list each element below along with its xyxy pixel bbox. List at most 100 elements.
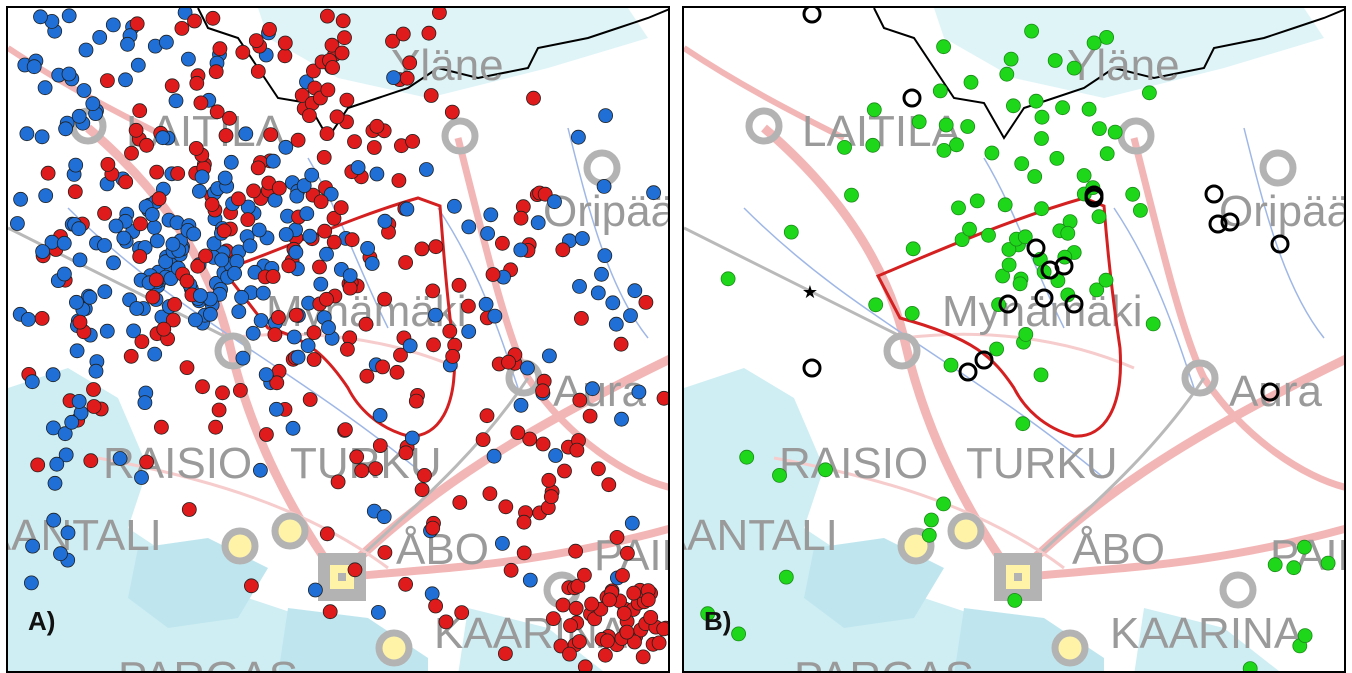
observation-point bbox=[202, 306, 218, 322]
observation-point bbox=[837, 139, 852, 155]
observation-point bbox=[386, 70, 402, 85]
observation-point bbox=[414, 482, 430, 498]
observation-point bbox=[1125, 186, 1141, 202]
observation-point bbox=[999, 66, 1015, 82]
observation-point bbox=[319, 8, 335, 24]
observation-point bbox=[313, 194, 329, 210]
observation-point bbox=[627, 283, 643, 299]
observation-point bbox=[118, 174, 134, 190]
observation-point bbox=[370, 605, 386, 620]
observation-point bbox=[349, 449, 365, 465]
observation-point bbox=[1132, 202, 1148, 218]
observation-point bbox=[364, 256, 380, 271]
observation-point bbox=[58, 121, 73, 137]
observation-point bbox=[444, 104, 460, 120]
place-labels: Yläne LAITILA Oripää Mynämäki Aura RAISI… bbox=[684, 41, 1344, 671]
observation-point bbox=[13, 191, 29, 207]
observation-point bbox=[391, 173, 407, 188]
observation-point bbox=[191, 183, 207, 199]
observation-point bbox=[342, 268, 358, 284]
observation-point bbox=[1018, 326, 1034, 342]
observation-point bbox=[1099, 146, 1115, 162]
observation-point bbox=[106, 255, 121, 271]
observation-point bbox=[938, 117, 954, 133]
observation-point bbox=[108, 218, 124, 234]
observation-point bbox=[480, 226, 496, 241]
sea-area bbox=[8, 8, 648, 671]
observation-point bbox=[179, 273, 195, 289]
observation-point bbox=[1055, 100, 1071, 116]
observation-point bbox=[594, 266, 609, 282]
observation-point bbox=[360, 240, 376, 256]
observation-point bbox=[596, 178, 612, 194]
observation-point bbox=[112, 451, 128, 466]
observation-point bbox=[214, 252, 230, 268]
observation-point bbox=[905, 241, 921, 257]
observation-point bbox=[526, 90, 541, 106]
observation-point bbox=[329, 109, 345, 125]
observation-point bbox=[377, 213, 393, 229]
observation-point bbox=[359, 368, 375, 384]
map-a-canvas: Yläne LAITILA Oripää Mynämäki Aura RAISI… bbox=[8, 8, 668, 671]
observation-point bbox=[258, 367, 274, 383]
observation-point bbox=[1297, 539, 1312, 555]
observation-point bbox=[187, 13, 202, 29]
observation-point bbox=[250, 64, 266, 79]
observation-point bbox=[385, 33, 400, 49]
observation-point bbox=[206, 236, 222, 252]
observation-point bbox=[23, 575, 39, 591]
observation-point bbox=[720, 271, 736, 287]
observation-point bbox=[61, 8, 77, 24]
observation-point bbox=[227, 265, 243, 281]
observation-point bbox=[337, 422, 353, 438]
observation-point bbox=[58, 447, 74, 463]
open-circle-point bbox=[1220, 212, 1240, 232]
observation-point bbox=[277, 48, 293, 64]
observation-point bbox=[277, 35, 293, 51]
observation-point bbox=[601, 477, 617, 493]
observation-point bbox=[1049, 150, 1065, 166]
observation-point bbox=[569, 442, 585, 458]
observation-point bbox=[68, 157, 84, 173]
open-circle-point bbox=[1026, 238, 1046, 258]
observation-point bbox=[265, 269, 281, 284]
observation-point bbox=[1024, 23, 1040, 39]
observation-point bbox=[339, 341, 355, 357]
open-circle-point bbox=[1204, 184, 1224, 204]
observation-point bbox=[981, 227, 996, 243]
observation-point bbox=[563, 618, 578, 633]
observation-point bbox=[921, 527, 937, 543]
observation-point bbox=[208, 419, 224, 435]
observation-point bbox=[116, 230, 132, 246]
observation-point bbox=[640, 592, 656, 608]
observation-point bbox=[619, 624, 635, 640]
observation-point bbox=[997, 197, 1013, 213]
observation-point bbox=[572, 392, 588, 408]
observation-point bbox=[325, 60, 341, 75]
observation-point bbox=[1267, 557, 1283, 573]
observation-point bbox=[25, 538, 41, 554]
observation-point bbox=[1033, 367, 1049, 383]
observation-point bbox=[616, 606, 632, 621]
observation-point bbox=[446, 198, 462, 214]
observation-point bbox=[418, 162, 434, 177]
open-circle-point bbox=[1034, 288, 1054, 308]
observation-point bbox=[149, 164, 165, 180]
place-label: ÅBO bbox=[396, 525, 489, 574]
observation-point bbox=[288, 307, 304, 323]
observation-point bbox=[936, 142, 952, 158]
observation-point bbox=[572, 634, 587, 649]
observation-point bbox=[513, 242, 529, 258]
observation-point bbox=[936, 39, 952, 55]
observation-point bbox=[215, 385, 230, 401]
observation-point bbox=[97, 284, 113, 300]
observation-point bbox=[543, 489, 559, 505]
observation-point bbox=[290, 349, 306, 365]
observation-point bbox=[145, 289, 161, 305]
observation-point bbox=[516, 545, 532, 561]
observation-point bbox=[414, 241, 430, 257]
observation-point bbox=[216, 223, 232, 239]
observation-point bbox=[989, 341, 1005, 357]
observation-point bbox=[165, 236, 181, 252]
place-label: Yläne bbox=[1067, 41, 1180, 90]
